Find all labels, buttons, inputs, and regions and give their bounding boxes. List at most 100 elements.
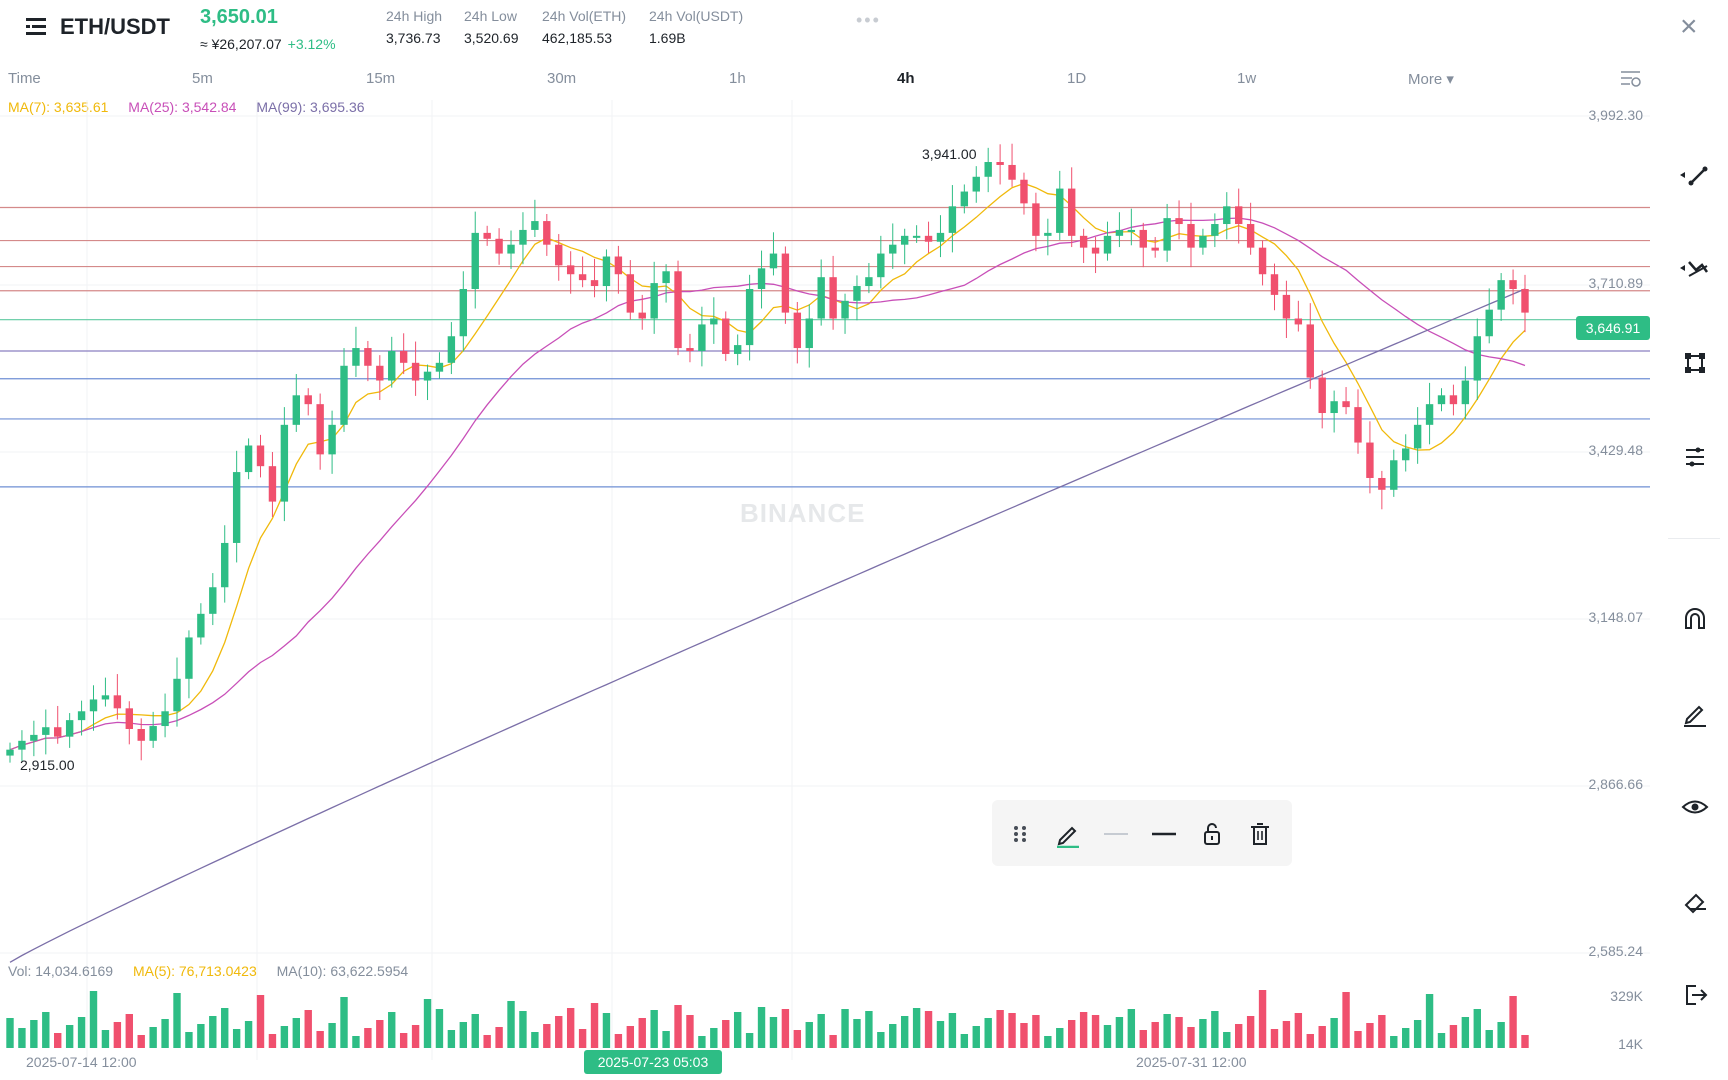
candle-body (865, 277, 873, 287)
cursor-date: 2025-07-23 05:03 (584, 1050, 722, 1074)
volume-bar (161, 1019, 169, 1048)
volume-bar (113, 1022, 122, 1048)
volume-bar (1318, 1026, 1326, 1048)
candle-body (996, 162, 1004, 165)
candle-body (209, 587, 217, 614)
volume-bar (1402, 1028, 1410, 1048)
vol-axis-label: 329K (1610, 988, 1643, 1004)
volume-bar (1211, 1011, 1219, 1048)
exit-icon[interactable] (1680, 980, 1710, 1010)
volume-bar (447, 1030, 456, 1048)
candle-body (745, 288, 754, 346)
volume-bar (149, 1027, 157, 1048)
candle-body (1461, 380, 1470, 405)
candle-body (602, 256, 611, 287)
volume-bar (1079, 1012, 1088, 1048)
pencil-icon[interactable] (1054, 820, 1082, 848)
candle-body (54, 727, 62, 737)
volume-bar (304, 1010, 312, 1048)
tab-1w[interactable]: 1w (1237, 70, 1257, 87)
volume-bar (101, 1030, 110, 1048)
date-label-left: 2025-07-14 12:00 (26, 1054, 137, 1070)
candle-body (161, 711, 169, 727)
unlock-icon[interactable] (1198, 820, 1226, 848)
shape-icon[interactable] (1680, 348, 1710, 378)
vol-ma10-label: MA(10): 63,622.5954 (276, 963, 409, 979)
candle-body (853, 286, 861, 301)
more-dots-icon[interactable]: ••• (856, 10, 881, 30)
pen-icon[interactable] (1680, 698, 1710, 728)
volume-bar (1390, 1036, 1398, 1048)
drag-handle-icon[interactable] (1006, 820, 1034, 848)
tab-30m[interactable]: 30m (547, 70, 577, 87)
tab-4h[interactable]: 4h (897, 70, 915, 87)
tab-15m[interactable]: 15m (366, 70, 396, 87)
stat-24h-vol-usdt: 24h Vol(USDT) 1.69B (649, 8, 743, 46)
magnet-icon[interactable] (1680, 604, 1710, 634)
volume-bar (948, 1013, 957, 1048)
volume-bar (292, 1018, 300, 1048)
volume-bar (960, 1034, 969, 1048)
tab-time[interactable]: Time (8, 70, 41, 87)
stat-24h-low: 24h Low 3,520.69 (464, 8, 519, 46)
candle-body (1044, 232, 1052, 236)
candle-body (340, 365, 348, 425)
low-marker: 2,915.00 (20, 757, 75, 773)
volume-bar (698, 1036, 706, 1048)
trash-icon[interactable] (1246, 820, 1274, 848)
volume-bar (1067, 1020, 1076, 1048)
menu-icon[interactable] (26, 16, 48, 38)
candlestick-chart[interactable] (0, 100, 1660, 1060)
candle-body (578, 274, 587, 281)
candle-body (399, 351, 408, 363)
volume-bar (1485, 1030, 1493, 1048)
chart-settings-icon[interactable] (1620, 68, 1642, 88)
ma25-label: MA(25): 3,542.84 (128, 99, 237, 115)
volume-bar (376, 1020, 384, 1048)
tab-5m[interactable]: 5m (192, 70, 213, 87)
eye-icon[interactable] (1680, 792, 1710, 822)
volume-bar (185, 1032, 193, 1048)
volume-bar (638, 1018, 646, 1048)
candle-body (292, 395, 300, 425)
tab-1d[interactable]: 1D (1067, 70, 1087, 87)
candle-body (686, 348, 694, 352)
candle-body (900, 235, 909, 245)
eraser-icon[interactable] (1680, 886, 1710, 916)
volume-bar (590, 1003, 599, 1048)
tab-1h[interactable]: 1h (729, 70, 746, 87)
volume-bar (889, 1024, 897, 1048)
volume-bar (232, 1029, 241, 1048)
volume-bar (769, 1017, 778, 1048)
volume-bar (1008, 1013, 1016, 1048)
volume-bar (471, 1014, 479, 1048)
close-icon[interactable]: × (1680, 10, 1698, 43)
candle-body (352, 348, 360, 366)
volume-bar (1044, 1036, 1052, 1048)
thick-line-icon[interactable] (1150, 820, 1178, 848)
candle-body (614, 256, 623, 275)
stat-label: 24h High (386, 8, 443, 24)
volume-bar (328, 1023, 336, 1048)
tab-more[interactable]: More ▾ (1408, 71, 1454, 88)
thin-line-icon[interactable] (1102, 820, 1130, 848)
volume-bar (1020, 1023, 1028, 1048)
volume-bar (507, 1001, 515, 1048)
volume-bar (1187, 1027, 1195, 1048)
pair-title[interactable]: ETH/USDT (60, 14, 170, 39)
candle-body (77, 711, 86, 721)
y-label: 2,585.24 (1588, 943, 1644, 959)
candle-body (1151, 247, 1159, 251)
candle-body (662, 271, 670, 284)
candle-body (924, 235, 933, 242)
candle-body (1354, 407, 1362, 443)
candle-body (543, 221, 551, 245)
volume-bar (602, 1013, 611, 1048)
candle-body (829, 277, 837, 319)
candle-body (411, 362, 420, 381)
fib-icon[interactable] (1680, 442, 1710, 472)
multi-line-icon[interactable] (1680, 254, 1710, 284)
candle-body (304, 395, 312, 405)
trend-line-icon[interactable] (1680, 160, 1710, 190)
candle-body (42, 727, 50, 735)
